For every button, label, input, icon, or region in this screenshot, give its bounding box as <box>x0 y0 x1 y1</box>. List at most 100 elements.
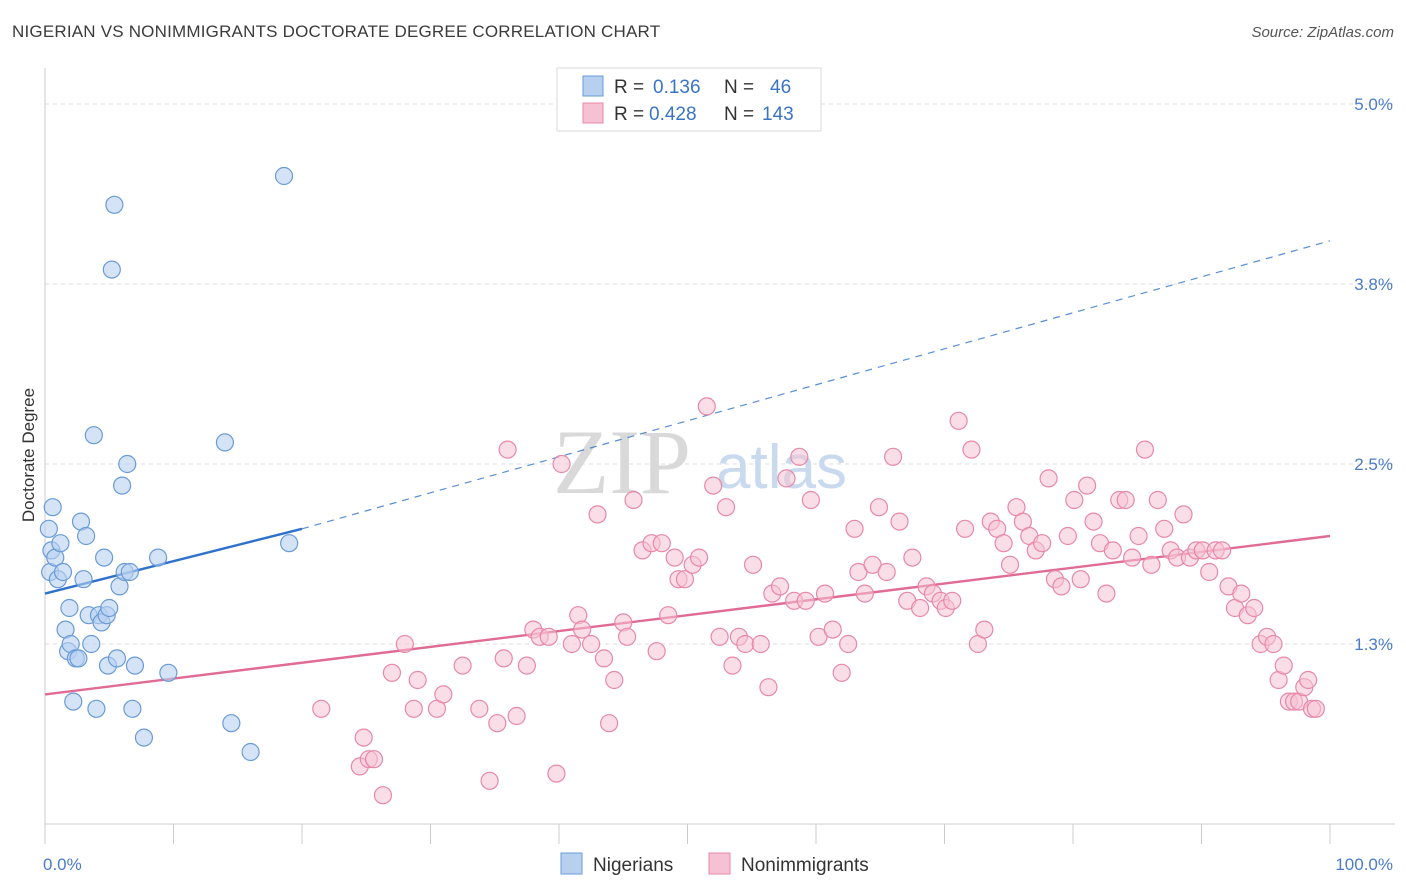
legend-n-value-blue: 46 <box>770 77 791 98</box>
nigerians-point-42 <box>222 714 241 733</box>
nonimmigrants-point-34 <box>618 627 637 646</box>
nonimmigrants-point-102 <box>1065 490 1084 510</box>
nonimmigrants-point-65 <box>823 620 842 639</box>
legend-r-value-blue: 0.136 <box>653 77 701 98</box>
nonimmigrants-point-4 <box>364 750 384 769</box>
nigerians-point-32 <box>112 476 132 495</box>
x-tick-label-min: 0.0% <box>43 855 82 874</box>
nigerians-trend-extension <box>301 240 1331 530</box>
legend-swatch-nigerians <box>560 852 583 875</box>
nonimmigrants-point-11 <box>434 685 453 704</box>
nonimmigrants-point-47 <box>704 476 723 495</box>
nonimmigrants-point-57 <box>770 577 790 596</box>
nigerians-point-0 <box>39 519 58 538</box>
nonimmigrants-point-31 <box>600 714 619 733</box>
y-tick-labels: 1.3% 2.5% 3.8% 5.0% <box>1354 95 1393 654</box>
nonimmigrants-point-52 <box>736 634 755 654</box>
nonimmigrants-point-13 <box>470 699 489 718</box>
x-tick-label-max: 100.0% <box>1335 855 1393 874</box>
nigerians-point-37 <box>125 656 145 675</box>
legend-r-label-pink: R = <box>614 104 644 125</box>
nonimmigrants-point-142 <box>1306 699 1325 718</box>
nigerians-point-6 <box>51 534 70 553</box>
legend-n-label-pink: N = <box>724 104 754 125</box>
nonimmigrants-point-78 <box>910 598 930 618</box>
nonimmigrants-point-7 <box>395 634 414 654</box>
nonimmigrants-point-48 <box>710 627 729 646</box>
nigerians-points <box>39 166 299 762</box>
nonimmigrants-point-55 <box>759 678 778 697</box>
nigerians-point-27 <box>100 598 119 618</box>
nonimmigrants-point-98 <box>1039 469 1058 488</box>
nigerians-point-21 <box>87 699 106 718</box>
nonimmigrants-point-25 <box>562 634 581 654</box>
nonimmigrants-point-71 <box>863 555 882 574</box>
nigerians-point-19 <box>82 634 101 654</box>
nonimmigrants-point-103 <box>1071 570 1090 589</box>
nigerians-point-39 <box>148 548 168 567</box>
nigerians-point-36 <box>123 699 142 718</box>
nonimmigrants-point-15 <box>488 714 507 733</box>
nonimmigrants-point-35 <box>624 490 643 510</box>
nonimmigrants-point-45 <box>689 548 709 567</box>
nigerians-point-34 <box>118 454 137 474</box>
nonimmigrants-point-133 <box>1264 634 1283 654</box>
nonimmigrants-point-46 <box>697 397 716 416</box>
watermark-atlas: atlas <box>716 433 847 502</box>
nigerians-point-17 <box>77 526 96 546</box>
nonimmigrants-point-130 <box>1245 598 1264 618</box>
nigerians-point-35 <box>120 562 139 582</box>
nigerians-point-24 <box>95 548 114 567</box>
nigerians-point-30 <box>107 649 127 668</box>
nigerians-point-43 <box>241 742 260 762</box>
nonimmigrants-point-74 <box>883 447 903 466</box>
series-legend: Nigerians Nonimmigrants <box>560 852 869 876</box>
nonimmigrants-point-49 <box>716 498 736 517</box>
nonimmigrants-point-113 <box>1135 440 1155 459</box>
source-label: Source: ZipAtlas.com <box>1251 24 1394 41</box>
nonimmigrants-point-140 <box>1299 670 1318 690</box>
nonimmigrants-point-58 <box>777 469 796 488</box>
nonimmigrants-point-104 <box>1078 476 1097 495</box>
nonimmigrants-point-61 <box>796 591 815 610</box>
nonimmigrants-point-107 <box>1097 584 1116 603</box>
nonimmigrants-point-135 <box>1274 656 1293 675</box>
legend-swatch-nonimmigrants <box>708 852 731 875</box>
y-axis-label: Doctorate Degree <box>19 388 38 522</box>
nigerians-point-40 <box>159 663 178 682</box>
nonimmigrants-point-23 <box>547 764 566 783</box>
nonimmigrants-point-2 <box>354 728 373 747</box>
nonimmigrants-point-66 <box>832 663 851 682</box>
nonimmigrants-point-9 <box>408 670 427 690</box>
nonimmigrants-point-14 <box>480 771 499 790</box>
nigerians-point-28 <box>102 260 121 279</box>
nonimmigrants-point-91 <box>994 534 1013 553</box>
nonimmigrants-point-38 <box>647 642 666 661</box>
nonimmigrants-point-62 <box>801 490 820 510</box>
nigerians-point-45 <box>280 534 299 553</box>
legend-label-nonimmigrants: Nonimmigrants <box>741 855 869 876</box>
nonimmigrants-point-28 <box>582 634 601 654</box>
nonimmigrants-point-101 <box>1058 526 1077 546</box>
y-tick-label-1: 2.5% <box>1354 455 1393 474</box>
nonimmigrants-point-111 <box>1123 548 1142 567</box>
watermark-zip: ZIP <box>553 411 691 513</box>
x-tick-labels: 0.0% 100.0% <box>43 855 1393 874</box>
nonimmigrants-point-73 <box>877 562 896 582</box>
nonimmigrants-point-30 <box>594 649 614 668</box>
nonimmigrants-point-116 <box>1155 519 1174 538</box>
nonimmigrants-point-50 <box>723 656 742 675</box>
nonimmigrants-point-77 <box>903 548 922 567</box>
stats-legend: R = 0.136 N = 46 R = 0.428 N = 143 <box>556 67 822 132</box>
legend-swatch-blue <box>582 75 604 97</box>
nonimmigrants-point-41 <box>665 548 684 567</box>
nonimmigrants-point-53 <box>743 555 763 574</box>
nonimmigrants-point-85 <box>955 519 975 538</box>
nonimmigrants-point-119 <box>1174 505 1193 524</box>
nigerians-point-20 <box>84 426 103 445</box>
nonimmigrants-points <box>312 397 1325 805</box>
nonimmigrants-point-72 <box>869 498 889 517</box>
nonimmigrants-point-19 <box>517 656 536 675</box>
nonimmigrants-point-22 <box>539 627 558 646</box>
nonimmigrants-point-12 <box>453 656 472 675</box>
